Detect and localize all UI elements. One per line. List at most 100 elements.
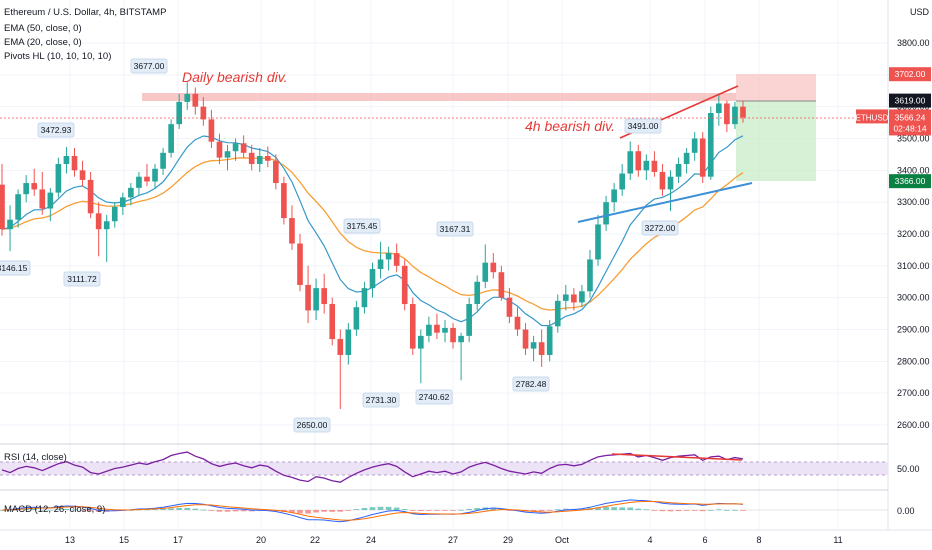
candle <box>192 87 199 115</box>
rsi-title[interactable]: RSI (14, close) <box>4 452 67 463</box>
pivot-label-box <box>362 392 400 408</box>
candle <box>176 93 183 129</box>
pivot-label: 3472.93 <box>37 122 75 138</box>
pivot-label-text: 2740.62 <box>419 392 450 402</box>
candle <box>683 148 690 174</box>
rsi-pane[interactable]: RSI (14, close) 50.00 <box>0 443 920 483</box>
candle-body <box>256 156 263 164</box>
candle-body <box>643 160 650 171</box>
candle-body <box>79 170 86 180</box>
macd-bar <box>490 507 497 510</box>
candle <box>538 329 545 367</box>
candle-body <box>627 151 634 174</box>
macd-bar <box>691 510 698 511</box>
candle-body <box>192 93 199 107</box>
candle <box>546 319 553 362</box>
support-trendline[interactable] <box>577 182 753 223</box>
macd-bar <box>562 508 569 510</box>
candle <box>200 97 207 126</box>
candle-body <box>216 141 223 158</box>
pivot-label-text: 3272.00 <box>645 223 676 233</box>
time-tick-label: 4 <box>647 535 652 545</box>
currency-label: USD <box>910 7 930 17</box>
pivot-label-text: 3472.93 <box>41 125 72 135</box>
macd-bar <box>418 510 424 512</box>
price-tick-label: 3500.00 <box>897 134 930 144</box>
candle-body <box>579 291 585 303</box>
macd-bar <box>393 507 400 510</box>
price-axis-background <box>888 0 932 530</box>
main-pane[interactable]: Daily bearish div. 4h bearish div. 3677.… <box>0 0 888 530</box>
macd-bar <box>208 510 215 511</box>
macd-bar <box>506 510 513 511</box>
candle-body <box>466 304 472 336</box>
candle-body <box>369 269 376 289</box>
time-tick-label: 8 <box>756 535 761 545</box>
candle <box>643 154 650 180</box>
indicator-ema20[interactable]: EMA (20, close, 0) <box>4 37 82 48</box>
candle-body <box>119 197 126 207</box>
price-axis[interactable]: USD 2600.00 2700.00 2800.00 2900.00 3000.00 3… <box>856 0 932 530</box>
candle-body <box>160 152 166 169</box>
candle-body <box>297 243 303 285</box>
indicator-ema50[interactable]: EMA (50, close, 0) <box>4 23 82 34</box>
candle <box>71 148 78 177</box>
macd-bar <box>611 507 617 510</box>
candle-body <box>699 138 706 177</box>
macd-bar <box>216 510 223 512</box>
candle <box>87 171 94 219</box>
time-tick-label: Oct <box>555 535 570 545</box>
candle <box>627 141 634 180</box>
pivot-label-text: 2782.48 <box>516 379 547 389</box>
macd-bar <box>434 510 440 511</box>
candle <box>514 307 521 336</box>
indicator-pivots[interactable]: Pivots HL (10, 10, 10, 10) <box>4 51 111 62</box>
macd-title[interactable]: MACD (12, 26, close, 9) <box>4 504 105 515</box>
candle-body <box>546 326 553 355</box>
candle <box>450 323 456 349</box>
candle <box>466 297 472 343</box>
candle <box>603 195 609 231</box>
candle-body <box>31 183 38 190</box>
time-tick-label: 17 <box>173 535 183 545</box>
pivot-label-text: 3677.00 <box>134 61 165 71</box>
candle-body <box>313 288 319 311</box>
time-tick-label: 6 <box>702 535 707 545</box>
candle-body <box>522 329 529 349</box>
annotation-4h-bearish-div: 4h bearish div. <box>525 118 615 134</box>
candle-body <box>595 224 601 260</box>
pivot-label-text: 3175.45 <box>347 221 378 231</box>
pivot-label: 2782.48 <box>512 376 550 392</box>
candle <box>240 135 247 158</box>
candle-body <box>587 259 593 292</box>
candle-body <box>401 265 408 305</box>
macd-bar <box>240 510 247 512</box>
macd-bar <box>716 509 722 511</box>
candle-body <box>264 156 271 161</box>
candle <box>15 189 21 228</box>
macd-bar <box>297 510 303 514</box>
macd-bar <box>401 509 408 510</box>
macd-pane[interactable]: MACD (12, 26, close, 9) 0.00 <box>0 489 915 523</box>
candle <box>208 109 215 149</box>
candle-body <box>450 327 456 343</box>
candle-body <box>176 101 183 125</box>
pivot-label-text: 2731.30 <box>366 395 397 405</box>
candle <box>611 183 617 212</box>
macd-bar <box>627 507 634 510</box>
candle <box>707 106 714 180</box>
macd-tick-label: 0.00 <box>897 506 915 516</box>
candle <box>329 297 336 346</box>
macd-line <box>1 499 744 523</box>
candle <box>23 175 29 203</box>
macd-bar <box>95 510 102 512</box>
candle-body <box>409 304 416 349</box>
candle-body <box>184 93 191 102</box>
macd-bar <box>377 506 384 510</box>
time-axis[interactable]: 13 15 17 20 22 24 27 29 Oct 4 6 8 11 <box>0 529 932 545</box>
candle-body <box>611 189 617 203</box>
candle <box>393 243 400 273</box>
candle <box>39 171 46 215</box>
